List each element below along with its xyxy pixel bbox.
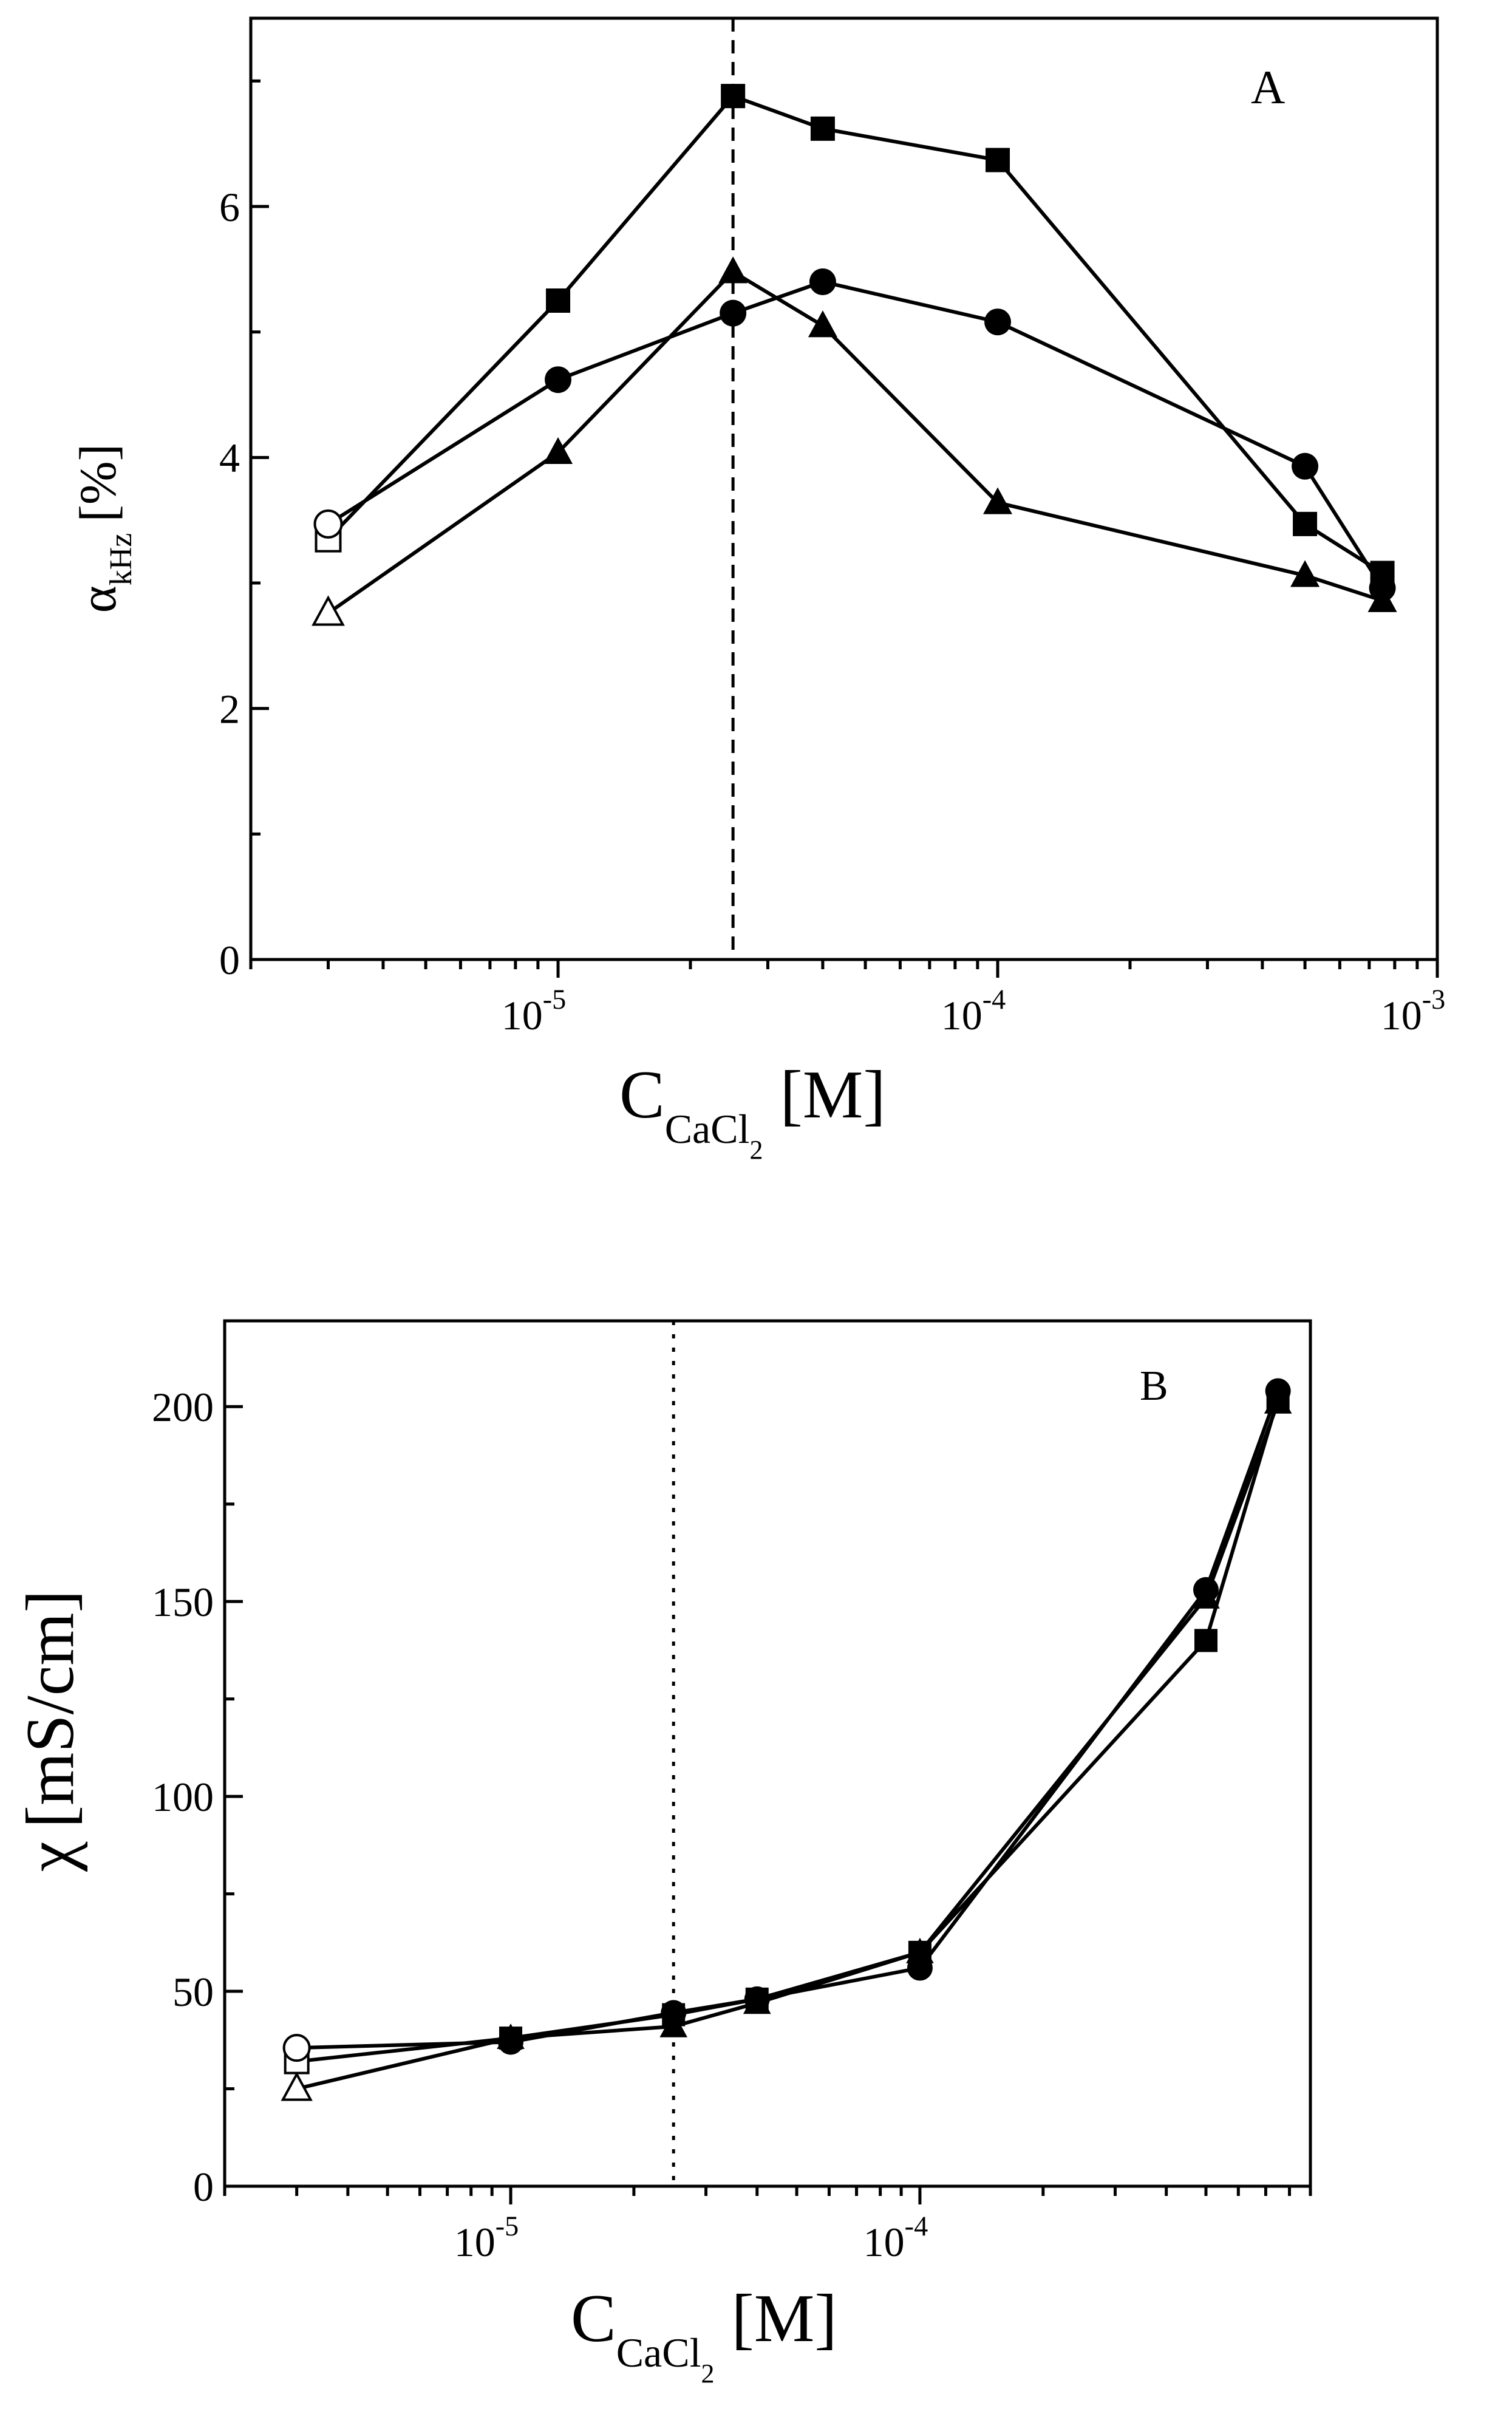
x-tick-exponent: -3: [1422, 984, 1446, 1015]
y-axis-label-unit: [mS/cm]: [13, 1590, 88, 1828]
y-tick-label: 0: [219, 937, 240, 983]
data-point-triangles: [659, 2011, 688, 2037]
x-axis-label-subsub: 2: [750, 1135, 763, 1165]
data-point-squares: [1293, 511, 1318, 536]
y-tick-label: 150: [152, 1579, 214, 1625]
x-tick-base: 10: [454, 2219, 495, 2265]
x-tick-label: 10-3: [1381, 984, 1446, 1038]
x-axis-label: CCaCl2 [M]: [619, 1057, 886, 1165]
x-axis-label-unit: [M]: [780, 1057, 886, 1133]
data-point-circles: [984, 309, 1012, 336]
x-tick-label: 10-4: [941, 984, 1006, 1038]
x-axis-label-main: C: [619, 1057, 665, 1133]
x-tick-exponent: -5: [495, 2211, 519, 2242]
x-axis-label-main: C: [571, 2281, 616, 2356]
x-tick-label: 10-5: [454, 2211, 519, 2265]
x-axis-label: CCaCl2 [M]: [571, 2281, 837, 2388]
data-point-triangles: [1367, 585, 1397, 612]
x-axis-label-subsub: 2: [701, 2359, 715, 2388]
data-point-triangles: [718, 256, 748, 284]
y-tick-label: 0: [193, 2164, 214, 2210]
series-line-triangles: [296, 1402, 1280, 2091]
plot-frame: [223, 1319, 1312, 2188]
series-line-squares: [296, 1398, 1280, 2064]
data-point-triangles: [497, 2023, 525, 2050]
x-axis-label-sub: CaCl: [665, 1106, 750, 1152]
y-tick-label: 6: [219, 184, 240, 230]
x-tick-exponent: -4: [982, 984, 1006, 1015]
data-point-squares: [721, 84, 746, 109]
x-tick-base: 10: [1381, 992, 1422, 1038]
x-tick-label: 10-4: [863, 2211, 928, 2265]
data-point-triangles: [312, 595, 345, 626]
x-tick-base: 10: [502, 992, 543, 1038]
data-point-circles: [809, 268, 836, 295]
x-tick-label: 10-5: [502, 984, 567, 1038]
x-axis-label-sub: CaCl: [616, 2330, 701, 2376]
y-axis-label-unit: [%]: [69, 444, 127, 522]
plot-frame: [249, 16, 1439, 961]
panel-label: B: [1140, 1363, 1168, 1410]
y-axis-label-group: χ [mS/cm]: [13, 1590, 88, 1872]
series-line-triangles: [327, 270, 1383, 615]
x-tick-base: 10: [941, 992, 982, 1038]
y-axis-label-main: χ: [13, 1841, 88, 1872]
data-point-triangles: [281, 2071, 313, 2101]
y-tick-label: 100: [152, 1774, 214, 1820]
data-point-triangles: [1264, 1388, 1292, 1414]
series-line-circles: [296, 1390, 1280, 2050]
x-tick-exponent: -4: [905, 2211, 928, 2242]
data-point-triangles: [1192, 1583, 1220, 1609]
data-point-triangles: [1290, 560, 1320, 587]
data-point-squares: [546, 288, 571, 313]
data-point-circles: [1292, 452, 1319, 480]
data-point-triangles: [906, 1937, 934, 1963]
data-point-circles: [545, 366, 572, 394]
data-point-squares: [1194, 1629, 1217, 1652]
y-axis-label: χ [mS/cm]: [13, 1590, 88, 1872]
y-axis-label-group: αkHz [%]: [69, 444, 138, 613]
x-tick-base: 10: [863, 2219, 905, 2265]
y-tick-label: 200: [152, 1384, 214, 1430]
data-point-triangles: [743, 1988, 771, 2014]
data-point-squares: [986, 148, 1010, 172]
data-point-triangles: [543, 437, 573, 464]
y-tick-label: 4: [219, 435, 240, 481]
x-tick-exponent: -5: [543, 984, 567, 1015]
data-point-squares: [810, 116, 835, 141]
y-axis-label: αkHz [%]: [69, 444, 138, 613]
y-axis-label-sub: kHz: [104, 533, 138, 586]
data-point-triangles: [983, 487, 1013, 514]
y-axis-label-main: α: [69, 585, 127, 613]
data-point-triangles: [808, 310, 837, 338]
y-tick-label: 2: [219, 686, 240, 732]
panel-label: A: [1251, 61, 1285, 114]
x-axis-label-unit: [M]: [732, 2281, 837, 2356]
data-point-circles: [720, 299, 747, 327]
y-tick-label: 50: [172, 1969, 214, 2015]
data-point-circles: [282, 2034, 311, 2062]
data-point-circles: [313, 509, 343, 539]
series-line-circles: [327, 280, 1384, 589]
